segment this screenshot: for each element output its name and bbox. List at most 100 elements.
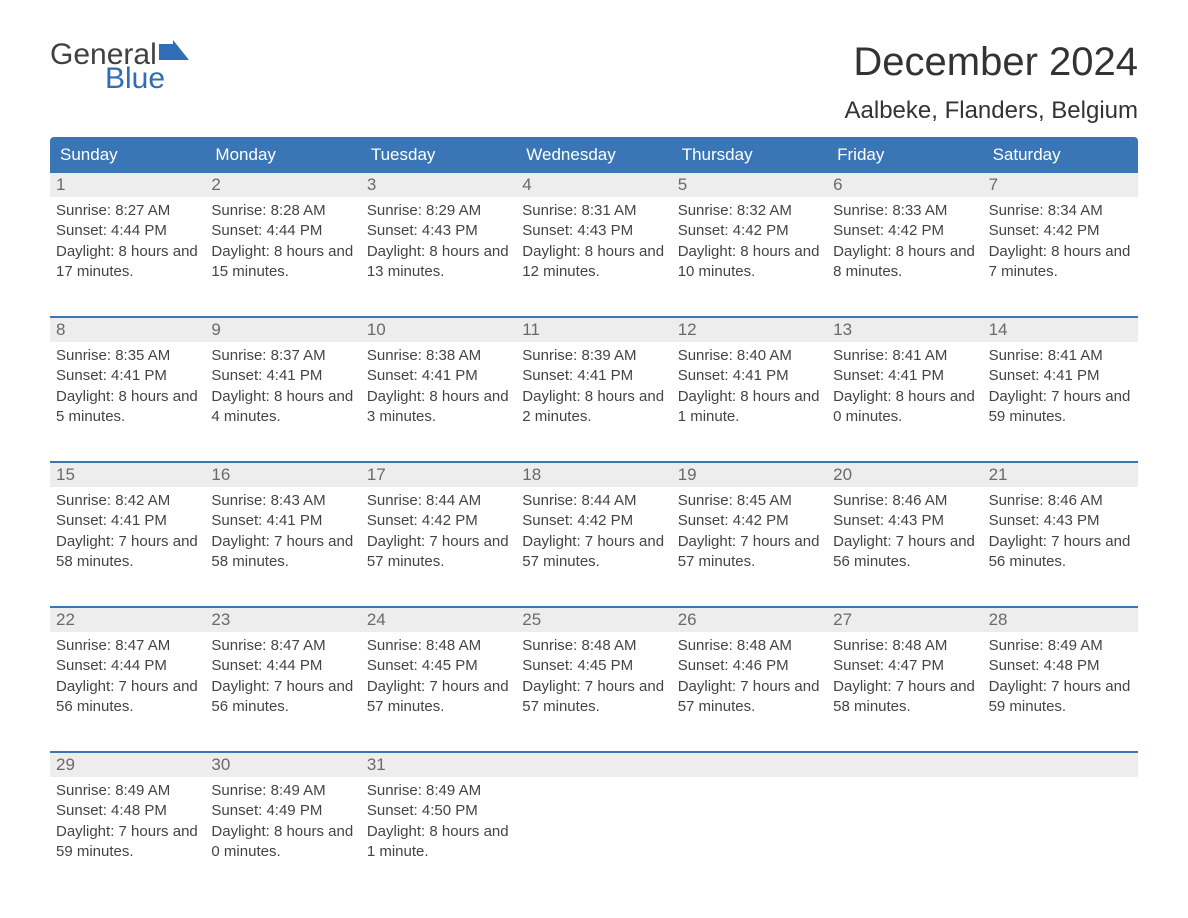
sunrise-line: Sunrise: 8:49 AM — [367, 781, 510, 801]
sunset-line: Sunset: 4:41 PM — [56, 511, 199, 531]
day-number: 9 — [205, 318, 360, 342]
sunset-line: Sunset: 4:42 PM — [522, 511, 665, 531]
day-number: 30 — [205, 753, 360, 777]
weekday-header: Sunday — [50, 137, 205, 173]
sunset-line: Sunset: 4:41 PM — [56, 366, 199, 386]
weekday-header: Saturday — [983, 137, 1138, 173]
daylight-line: Daylight: 7 hours and 56 minutes. — [833, 532, 976, 573]
day-number: 27 — [827, 608, 982, 632]
sunrise-line: Sunrise: 8:47 AM — [56, 636, 199, 656]
daylight-line: Daylight: 8 hours and 10 minutes. — [678, 242, 821, 283]
day-number: 28 — [983, 608, 1138, 632]
daylight-line: Daylight: 8 hours and 0 minutes. — [211, 822, 354, 863]
day-cell — [827, 777, 982, 874]
week: 22232425262728Sunrise: 8:47 AMSunset: 4:… — [50, 606, 1138, 729]
sunrise-line: Sunrise: 8:46 AM — [989, 491, 1132, 511]
day-cell: Sunrise: 8:28 AMSunset: 4:44 PMDaylight:… — [205, 197, 360, 294]
sunrise-line: Sunrise: 8:45 AM — [678, 491, 821, 511]
day-cell: Sunrise: 8:41 AMSunset: 4:41 PMDaylight:… — [983, 342, 1138, 439]
day-body-row: Sunrise: 8:47 AMSunset: 4:44 PMDaylight:… — [50, 632, 1138, 729]
day-number: 10 — [361, 318, 516, 342]
day-number: 31 — [361, 753, 516, 777]
sunset-line: Sunset: 4:43 PM — [989, 511, 1132, 531]
sunrise-line: Sunrise: 8:27 AM — [56, 201, 199, 221]
week: 15161718192021Sunrise: 8:42 AMSunset: 4:… — [50, 461, 1138, 584]
day-cell: Sunrise: 8:29 AMSunset: 4:43 PMDaylight:… — [361, 197, 516, 294]
sunset-line: Sunset: 4:44 PM — [211, 221, 354, 241]
sunset-line: Sunset: 4:42 PM — [678, 221, 821, 241]
day-cell: Sunrise: 8:34 AMSunset: 4:42 PMDaylight:… — [983, 197, 1138, 294]
logo: General Blue — [50, 40, 189, 94]
sunrise-line: Sunrise: 8:34 AM — [989, 201, 1132, 221]
sunrise-line: Sunrise: 8:38 AM — [367, 346, 510, 366]
title-block: December 2024 Aalbeke, Flanders, Belgium — [845, 40, 1138, 125]
sunset-line: Sunset: 4:43 PM — [367, 221, 510, 241]
day-cell: Sunrise: 8:44 AMSunset: 4:42 PMDaylight:… — [361, 487, 516, 584]
sunset-line: Sunset: 4:44 PM — [56, 656, 199, 676]
sunrise-line: Sunrise: 8:46 AM — [833, 491, 976, 511]
sunrise-line: Sunrise: 8:41 AM — [833, 346, 976, 366]
day-cell — [672, 777, 827, 874]
day-cell: Sunrise: 8:43 AMSunset: 4:41 PMDaylight:… — [205, 487, 360, 584]
day-number — [672, 753, 827, 777]
sunrise-line: Sunrise: 8:41 AM — [989, 346, 1132, 366]
daylight-line: Daylight: 7 hours and 56 minutes. — [211, 677, 354, 718]
sunrise-line: Sunrise: 8:37 AM — [211, 346, 354, 366]
day-number — [516, 753, 671, 777]
day-number: 1 — [50, 173, 205, 197]
sunrise-line: Sunrise: 8:43 AM — [211, 491, 354, 511]
day-number: 17 — [361, 463, 516, 487]
sunrise-line: Sunrise: 8:48 AM — [678, 636, 821, 656]
daylight-line: Daylight: 7 hours and 58 minutes. — [211, 532, 354, 573]
day-body-row: Sunrise: 8:42 AMSunset: 4:41 PMDaylight:… — [50, 487, 1138, 584]
day-number: 21 — [983, 463, 1138, 487]
sunrise-line: Sunrise: 8:47 AM — [211, 636, 354, 656]
daylight-line: Daylight: 7 hours and 56 minutes. — [56, 677, 199, 718]
sunrise-line: Sunrise: 8:32 AM — [678, 201, 821, 221]
sunset-line: Sunset: 4:50 PM — [367, 801, 510, 821]
day-cell: Sunrise: 8:37 AMSunset: 4:41 PMDaylight:… — [205, 342, 360, 439]
daylight-line: Daylight: 8 hours and 8 minutes. — [833, 242, 976, 283]
sunrise-line: Sunrise: 8:48 AM — [833, 636, 976, 656]
sunset-line: Sunset: 4:41 PM — [678, 366, 821, 386]
day-cell: Sunrise: 8:33 AMSunset: 4:42 PMDaylight:… — [827, 197, 982, 294]
sunset-line: Sunset: 4:42 PM — [678, 511, 821, 531]
weekday-header: Tuesday — [361, 137, 516, 173]
day-cell: Sunrise: 8:47 AMSunset: 4:44 PMDaylight:… — [205, 632, 360, 729]
sunrise-line: Sunrise: 8:44 AM — [367, 491, 510, 511]
daylight-line: Daylight: 7 hours and 57 minutes. — [522, 532, 665, 573]
sunset-line: Sunset: 4:41 PM — [211, 511, 354, 531]
sunset-line: Sunset: 4:48 PM — [56, 801, 199, 821]
daylight-line: Daylight: 7 hours and 57 minutes. — [678, 532, 821, 573]
calendar: SundayMondayTuesdayWednesdayThursdayFrid… — [50, 137, 1138, 874]
sunrise-line: Sunrise: 8:49 AM — [989, 636, 1132, 656]
daylight-line: Daylight: 7 hours and 57 minutes. — [367, 532, 510, 573]
day-cell: Sunrise: 8:27 AMSunset: 4:44 PMDaylight:… — [50, 197, 205, 294]
day-cell: Sunrise: 8:46 AMSunset: 4:43 PMDaylight:… — [827, 487, 982, 584]
sunrise-line: Sunrise: 8:31 AM — [522, 201, 665, 221]
sunrise-line: Sunrise: 8:33 AM — [833, 201, 976, 221]
sunset-line: Sunset: 4:48 PM — [989, 656, 1132, 676]
day-number — [983, 753, 1138, 777]
sunset-line: Sunset: 4:42 PM — [833, 221, 976, 241]
weekday-header: Thursday — [672, 137, 827, 173]
daylight-line: Daylight: 8 hours and 1 minute. — [678, 387, 821, 428]
day-cell: Sunrise: 8:45 AMSunset: 4:42 PMDaylight:… — [672, 487, 827, 584]
day-number-row: 22232425262728 — [50, 608, 1138, 632]
daylight-line: Daylight: 8 hours and 2 minutes. — [522, 387, 665, 428]
day-number: 14 — [983, 318, 1138, 342]
day-number-row: 15161718192021 — [50, 463, 1138, 487]
day-cell: Sunrise: 8:32 AMSunset: 4:42 PMDaylight:… — [672, 197, 827, 294]
day-body-row: Sunrise: 8:35 AMSunset: 4:41 PMDaylight:… — [50, 342, 1138, 439]
sunset-line: Sunset: 4:42 PM — [989, 221, 1132, 241]
sunset-line: Sunset: 4:44 PM — [56, 221, 199, 241]
day-number: 6 — [827, 173, 982, 197]
day-cell: Sunrise: 8:42 AMSunset: 4:41 PMDaylight:… — [50, 487, 205, 584]
day-cell: Sunrise: 8:38 AMSunset: 4:41 PMDaylight:… — [361, 342, 516, 439]
daylight-line: Daylight: 8 hours and 13 minutes. — [367, 242, 510, 283]
daylight-line: Daylight: 8 hours and 15 minutes. — [211, 242, 354, 283]
daylight-line: Daylight: 8 hours and 0 minutes. — [833, 387, 976, 428]
day-number: 11 — [516, 318, 671, 342]
daylight-line: Daylight: 7 hours and 58 minutes. — [56, 532, 199, 573]
day-number: 22 — [50, 608, 205, 632]
